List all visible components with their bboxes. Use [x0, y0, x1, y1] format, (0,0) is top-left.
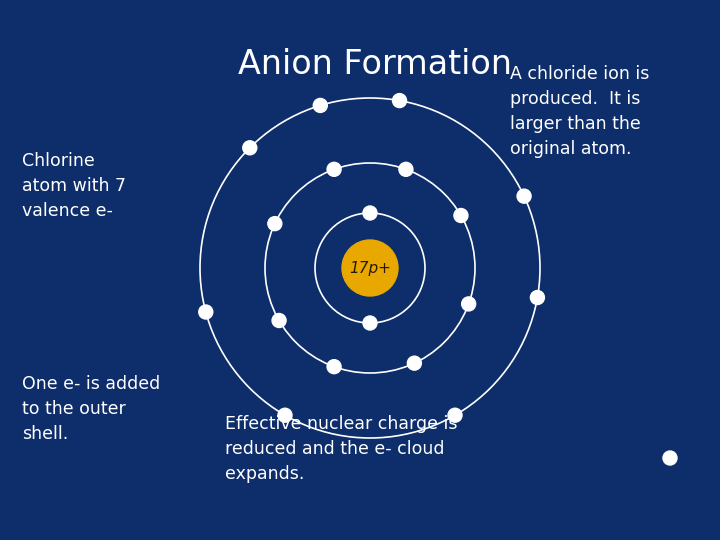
Circle shape	[531, 291, 544, 305]
Text: A chloride ion is
produced.  It is
larger than the
original atom.: A chloride ion is produced. It is larger…	[510, 65, 649, 158]
Text: One e- is added
to the outer
shell.: One e- is added to the outer shell.	[22, 375, 161, 443]
Text: 17p+: 17p+	[349, 260, 391, 275]
Text: Anion Formation: Anion Formation	[238, 48, 512, 81]
Circle shape	[462, 297, 476, 311]
Circle shape	[392, 93, 407, 107]
Circle shape	[327, 163, 341, 177]
Circle shape	[399, 163, 413, 177]
Circle shape	[278, 408, 292, 422]
Circle shape	[363, 206, 377, 220]
Circle shape	[327, 360, 341, 374]
Circle shape	[408, 356, 421, 370]
Circle shape	[243, 141, 257, 155]
Circle shape	[313, 98, 328, 112]
Circle shape	[454, 208, 468, 222]
Circle shape	[199, 305, 213, 319]
Circle shape	[272, 314, 286, 327]
Circle shape	[342, 240, 398, 296]
Circle shape	[517, 189, 531, 203]
Text: Effective nuclear charge is
reduced and the e- cloud
expands.: Effective nuclear charge is reduced and …	[225, 415, 457, 483]
Circle shape	[268, 217, 282, 231]
Circle shape	[663, 451, 677, 465]
Circle shape	[363, 316, 377, 330]
Text: Chlorine
atom with 7
valence e-: Chlorine atom with 7 valence e-	[22, 152, 126, 220]
Circle shape	[448, 408, 462, 422]
